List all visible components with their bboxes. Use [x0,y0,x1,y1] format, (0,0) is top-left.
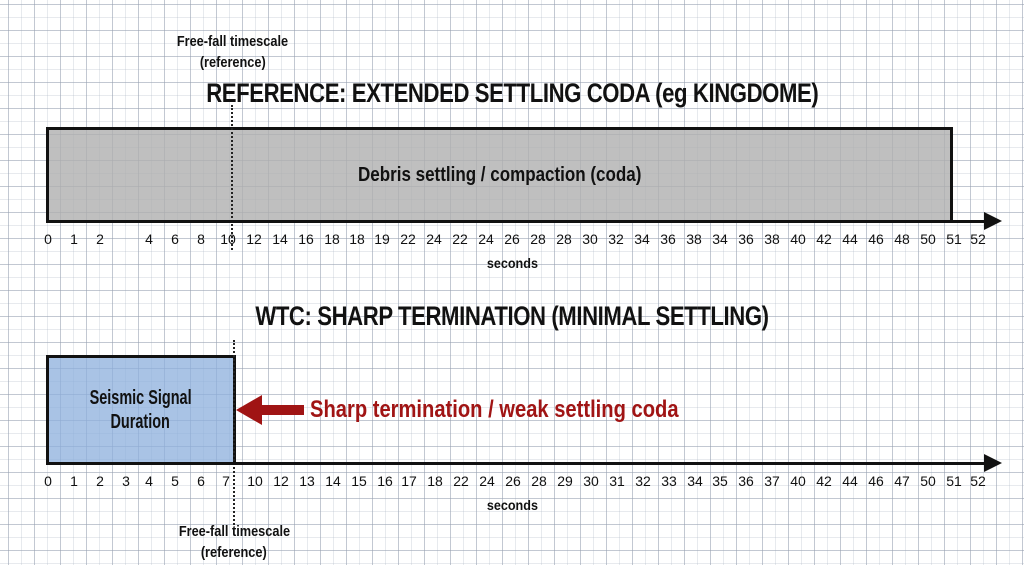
top-time-axis [46,220,986,223]
tick-label: 4 [145,231,153,247]
sharp-termination-annotation: Sharp termination / weak settling coda [310,396,679,423]
tick-label: 16 [298,231,314,247]
top-freefall-note-line2: (reference) [199,54,266,71]
tick-label: 46 [868,473,884,489]
tick-label: 24 [479,473,495,489]
tick-label: 28 [530,231,546,247]
tick-label: 13 [299,473,315,489]
tick-label: 18 [427,473,443,489]
tick-label: 1 [70,473,78,489]
tick-label: 1 [70,231,78,247]
tick-label: 18 [324,231,340,247]
tick-label: 22 [400,231,416,247]
bottom-freefall-note: Free-fall timescale (reference) [118,521,350,563]
tick-label: 30 [582,231,598,247]
tick-label: 34 [712,231,728,247]
tick-label: 26 [505,473,521,489]
tick-label: 15 [351,473,367,489]
tick-label: 2 [96,473,104,489]
seismic-signal-duration-bar: Seismic Signal Duration [46,355,236,465]
bottom-axis-unit-label: seconds [486,497,538,513]
debris-settling-bar: Debris settling / compaction (coda) [46,127,953,223]
tick-label: 29 [557,473,573,489]
tick-label: 48 [894,231,910,247]
tick-label: 16 [377,473,393,489]
tick-label: 12 [273,473,289,489]
tick-label: 7 [222,473,230,489]
tick-label: 6 [197,473,205,489]
tick-label: 35 [712,473,728,489]
tick-label: 19 [374,231,390,247]
tick-label: 46 [868,231,884,247]
top-axis-arrow-icon [984,212,1002,230]
tick-label: 30 [583,473,599,489]
tick-label: 47 [894,473,910,489]
tick-label: 38 [686,231,702,247]
tick-label: 32 [635,473,651,489]
bottom-freefall-reference-line [233,340,235,525]
tick-label: 33 [661,473,677,489]
tick-label: 10 [220,231,236,247]
tick-label: 26 [504,231,520,247]
debris-settling-bar-label: Debris settling / compaction (coda) [357,164,642,186]
tick-label: 14 [272,231,288,247]
tick-label: 14 [325,473,341,489]
tick-label: 40 [790,231,806,247]
tick-label: 28 [556,231,572,247]
tick-label: 37 [764,473,780,489]
bottom-axis-ticks: 0 1 2 3 4 5 6 7 10 12 13 14 15 16 17 18 22 24 26 28 29 30 31 32… [0,473,1024,493]
top-axis-unit-label: seconds [486,255,538,271]
tick-label: 51 [946,473,962,489]
tick-label: 32 [608,231,624,247]
tick-label: 34 [634,231,650,247]
tick-label: 12 [246,231,262,247]
top-freefall-note-line1: Free-fall timescale [176,33,289,50]
tick-label: 36 [738,473,754,489]
tick-label: 24 [478,231,494,247]
tick-label: 36 [660,231,676,247]
tick-label: 44 [842,231,858,247]
tick-label: 18 [349,231,365,247]
seismic-bar-label-line1: Seismic Signal [89,387,192,409]
tick-label: 10 [247,473,263,489]
tick-label: 3 [122,473,130,489]
top-chart-title: REFERENCE: EXTENDED SETTLING CODA (eg KI… [205,78,819,108]
bottom-freefall-note-line1: Free-fall timescale [178,523,290,540]
tick-label: 0 [44,231,52,247]
tick-label: 6 [171,231,179,247]
tick-label: 42 [816,473,832,489]
seismic-bar-label-line2: Duration [111,411,171,433]
tick-label: 2 [96,231,104,247]
tick-label: 44 [842,473,858,489]
tick-label: 0 [44,473,52,489]
tick-label: 28 [531,473,547,489]
bottom-freefall-note-line2: (reference) [201,544,267,561]
tick-label: 42 [816,231,832,247]
tick-label: 52 [970,231,986,247]
tick-label: 8 [197,231,205,247]
tick-label: 17 [401,473,417,489]
red-left-arrow-icon [236,395,304,425]
tick-label: 5 [171,473,179,489]
tick-label: 34 [687,473,703,489]
tick-label: 50 [920,231,936,247]
top-freefall-reference-line [231,105,233,250]
top-freefall-note: Free-fall timescale (reference) [130,31,335,73]
tick-label: 52 [970,473,986,489]
tick-label: 40 [790,473,806,489]
tick-label: 31 [609,473,625,489]
tick-label: 50 [920,473,936,489]
tick-label: 36 [738,231,754,247]
bottom-chart-title: WTC: SHARP TERMINATION (MINIMAL SETTLING… [255,301,769,331]
bottom-time-axis [46,462,986,465]
bottom-axis-arrow-icon [984,454,1002,472]
tick-label: 22 [452,231,468,247]
tick-label: 38 [764,231,780,247]
top-axis-ticks: 0 1 2 4 6 8 10 12 14 16 18 18 19 22 24 22 24 26 28 28 30 32 34… [0,231,1024,251]
tick-label: 22 [453,473,469,489]
tick-label: 4 [145,473,153,489]
tick-label: 24 [426,231,442,247]
tick-label: 51 [946,231,962,247]
